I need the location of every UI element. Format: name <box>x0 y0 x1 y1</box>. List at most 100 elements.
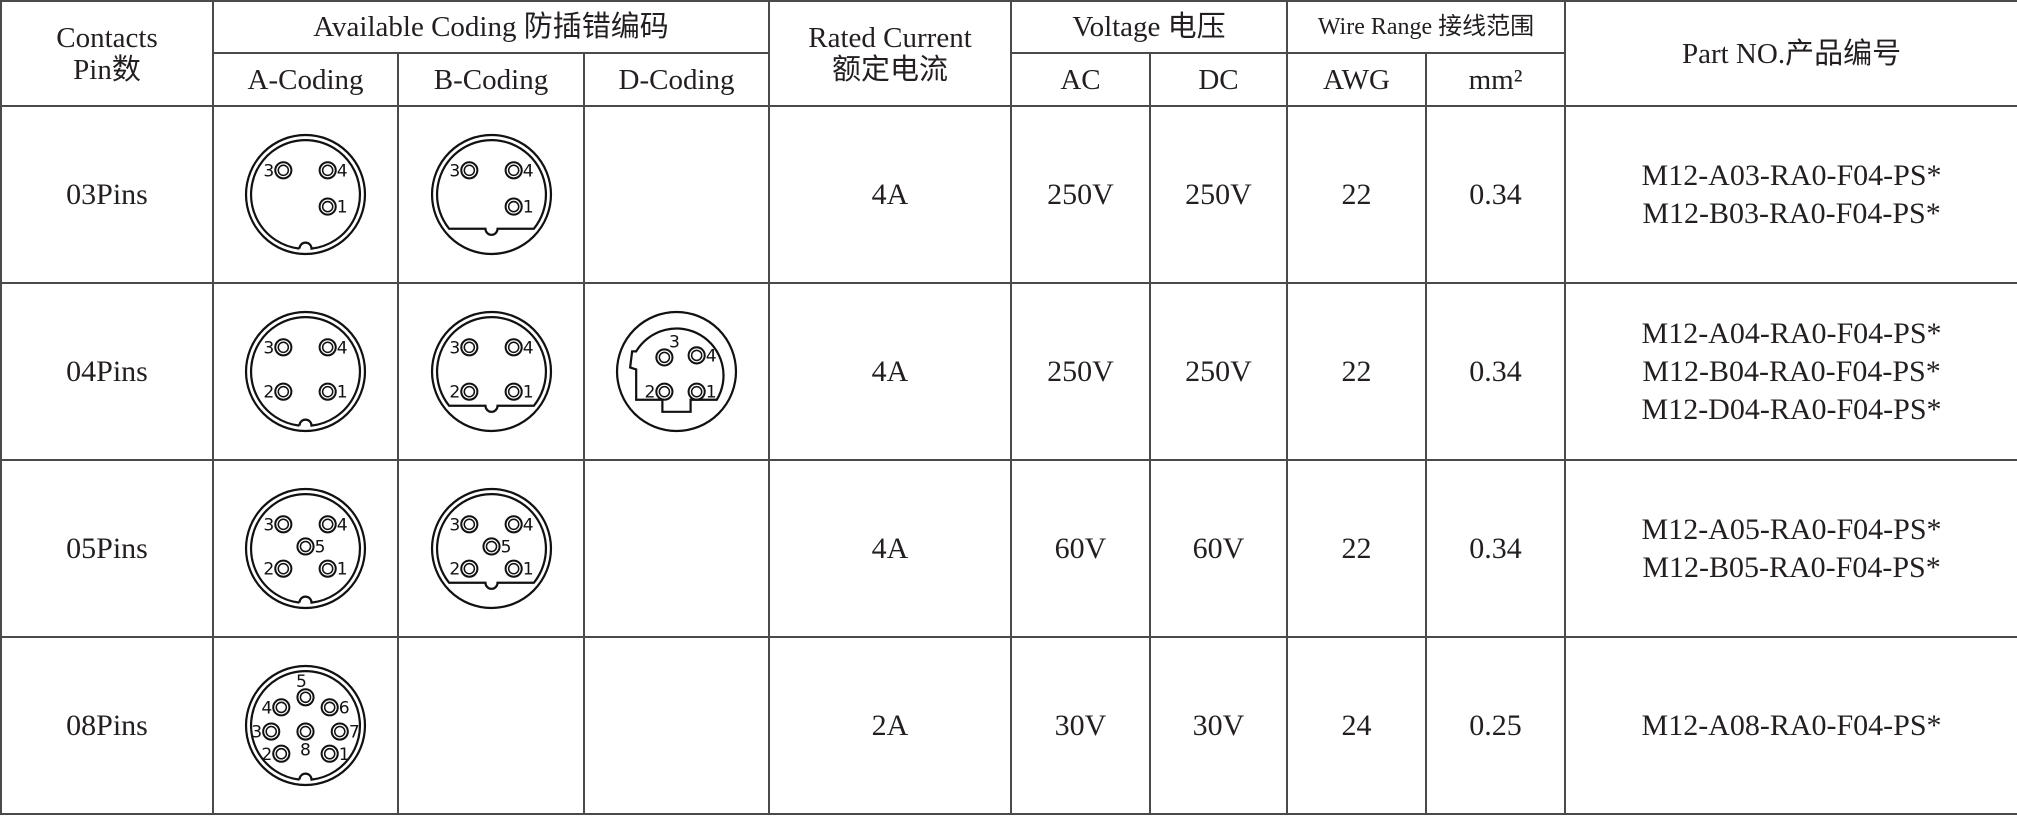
pin-4 <box>318 338 337 357</box>
pin-label-4: 4 <box>337 515 348 535</box>
pin-5-inner <box>485 540 497 553</box>
coding-cell: 5 4 6 3 8 7 2 1 <box>212 636 399 815</box>
pin-3-inner <box>277 164 290 177</box>
header-part-no: Part NO.产品编号 <box>1564 0 2017 107</box>
awg-cell: 22 <box>1286 105 1428 284</box>
pin-1 <box>318 559 337 578</box>
pin-1-inner <box>507 562 519 575</box>
ac-voltage-cell: 60V <box>1010 459 1152 638</box>
part-number: M12-A04-RA0-F04-PS* <box>1641 316 1942 350</box>
dc-voltage-cell: 60V <box>1149 459 1289 638</box>
pin-1 <box>504 559 523 578</box>
pin-label-3: 3 <box>251 723 262 743</box>
pin-label-1: 1 <box>339 745 350 765</box>
pin-label-7: 7 <box>349 723 360 743</box>
connector-b-coding-4pin-diagram: 3 4 2 1 <box>430 310 552 433</box>
pin-1-inner <box>323 747 336 760</box>
dc-voltage-cell: 30V <box>1149 636 1289 815</box>
pin-7-inner <box>333 725 346 738</box>
connector-b-coding-3pin-diagram: 3 4 1 <box>430 133 552 256</box>
pin-3-inner <box>277 341 290 354</box>
awg-cell: 22 <box>1286 459 1428 638</box>
inner-ring-b-key <box>435 493 547 590</box>
header-dc: DC <box>1149 52 1289 107</box>
pin-label-3: 3 <box>263 161 274 181</box>
pin-label-4: 4 <box>522 161 533 181</box>
pin-4-inner <box>275 701 288 714</box>
part-no-cell: M12-A04-RA0-F04-PS* M12-B04-RA0-F04-PS* M1… <box>1564 282 2017 461</box>
coding-cell: 3 4 1 <box>212 105 399 284</box>
pin-8 <box>296 722 315 741</box>
pin-2-inner <box>463 562 475 575</box>
pin-label-1: 1 <box>337 560 348 580</box>
pin-label-3: 3 <box>669 332 680 352</box>
header-available-coding: Available Coding 防插错编码 <box>211 0 771 54</box>
pin-1-inner <box>507 200 519 213</box>
pin-3 <box>274 515 293 534</box>
pin-3-inner <box>463 518 475 531</box>
pin-1-inner <box>321 200 334 213</box>
pin-label-1: 1 <box>706 383 717 403</box>
part-no-cell: M12-A03-RA0-F04-PS* M12-B03-RA0-F04-PS* <box>1564 105 2017 284</box>
pin-2 <box>459 382 478 401</box>
pin-4 <box>318 515 337 534</box>
pin-2-inner <box>277 562 290 575</box>
outer-ring <box>430 310 552 433</box>
pin-4 <box>504 515 523 534</box>
pin-3 <box>274 338 293 357</box>
pin-3 <box>459 338 478 357</box>
pin-3 <box>262 722 281 741</box>
part-no-cell: M12-A05-RA0-F04-PS* M12-B05-RA0-F04-PS* <box>1564 459 2017 638</box>
inner-ring-a-key <box>249 492 362 604</box>
table-row: 03Pins 3 4 1 3 4 1 4A 250V 250V 22 0.34 M12-A03-RA0-… <box>0 105 2017 284</box>
awg-cell: 22 <box>1286 282 1428 461</box>
pin-label-2: 2 <box>261 745 272 765</box>
inner-ring-a-key <box>249 315 362 427</box>
pin-2-inner <box>277 385 290 398</box>
pin-4-inner <box>321 341 334 354</box>
outer-ring <box>244 310 367 433</box>
pin-count-cell: 05Pins <box>0 459 214 638</box>
part-number: M12-D04-RA0-F04-PS* <box>1641 392 1942 426</box>
connector-d-coding-4pin-diagram: 3 4 2 1 <box>615 310 738 433</box>
connector-b-coding-5pin-diagram: 3 45 2 1 <box>430 487 552 610</box>
pin-3-inner <box>658 351 671 364</box>
pin-label-1: 1 <box>522 383 533 403</box>
inner-ring-d-key <box>628 327 725 413</box>
ac-voltage-cell: 250V <box>1010 282 1152 461</box>
pin-label-2: 2 <box>449 383 460 403</box>
pin-1 <box>504 382 523 401</box>
rated-current-cell: 4A <box>768 459 1013 638</box>
pin-1-inner <box>321 562 334 575</box>
header-contacts: Contacts Pin数 <box>0 0 214 107</box>
pin-7 <box>330 722 349 741</box>
pin-5-inner <box>299 691 312 704</box>
pin-label-5: 5 <box>315 538 326 558</box>
part-number: M12-B03-RA0-F04-PS* <box>1642 196 1941 230</box>
pin-1 <box>318 197 337 216</box>
pin-3-inner <box>265 725 278 738</box>
inner-ring-a-key <box>249 669 362 781</box>
connector-a-coding-8pin-diagram: 5 4 6 3 8 7 2 1 <box>244 664 367 787</box>
coding-cell <box>582 636 771 815</box>
pin-label-2: 2 <box>263 383 274 403</box>
pin-4 <box>687 346 706 365</box>
pin-label-6: 6 <box>339 698 350 718</box>
part-number: M12-A08-RA0-F04-PS* <box>1641 708 1942 742</box>
pin-3-inner <box>463 164 475 177</box>
pin-label-4: 4 <box>337 338 348 358</box>
pin-2-inner <box>275 747 288 760</box>
pin-2 <box>655 382 674 401</box>
pin-4 <box>504 161 523 180</box>
coding-cell <box>582 105 771 284</box>
pin-1 <box>318 382 337 401</box>
table-row: 08Pins 5 4 6 3 8 7 2 1 2A 30V 30V 24 0.25 M12-A08-RA0-… <box>0 636 2017 815</box>
pin-label-4: 4 <box>522 515 533 535</box>
rated-current-cell: 2A <box>768 636 1013 815</box>
part-number: M12-A05-RA0-F04-PS* <box>1641 512 1942 546</box>
pin-label-4: 4 <box>706 346 717 366</box>
pin-3-inner <box>463 341 475 354</box>
pin-6 <box>320 698 339 717</box>
pin-label-1: 1 <box>337 383 348 403</box>
rated-current-cell: 4A <box>768 282 1013 461</box>
